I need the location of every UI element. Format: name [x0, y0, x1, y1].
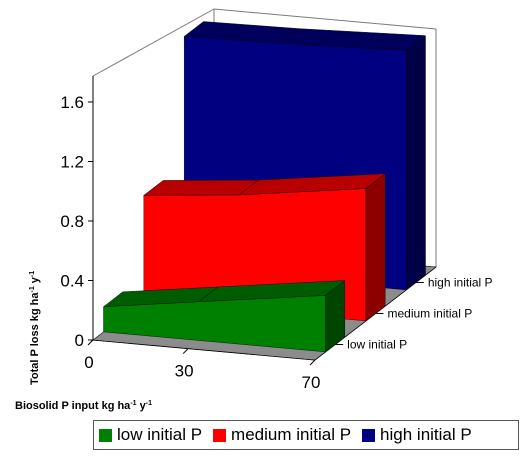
legend-item-high: high initial P: [362, 425, 472, 445]
y-tick-label: 1.2: [60, 153, 84, 172]
legend-label-medium: medium initial P: [231, 425, 352, 444]
depth-tick-label: high initial P: [428, 276, 493, 290]
y-tick-label: 1.6: [60, 93, 84, 112]
series-top-segment: [143, 179, 259, 196]
legend-item-low: low initial P: [99, 425, 202, 445]
depth-tick-label: low initial P: [347, 338, 407, 352]
y-tick-label: 0: [75, 331, 84, 350]
x-tick-mark: [182, 348, 189, 354]
series-ribbons: [102, 21, 427, 353]
series-end-face: [406, 35, 426, 291]
legend-swatch-low: [99, 428, 112, 442]
y-axis-ticks: 0 0.4 0.8 1.2 1.6: [60, 93, 93, 350]
chart-svg: 0 0.4 0.8 1.2 1.6 0 30 70 low initial P medium …: [15, 8, 493, 412]
x-tick-label: 70: [302, 373, 321, 392]
series-front-face: [103, 295, 326, 353]
x-tick-label: 0: [84, 353, 93, 372]
y-axis-label: Total P loss kg ha-1 y-1: [29, 271, 41, 385]
legend-swatch-medium: [213, 428, 227, 442]
x-tick-mark: [87, 339, 94, 346]
legend-item-medium: medium initial P: [213, 425, 351, 445]
x-tick-mark: [309, 359, 316, 366]
legend-swatch-high: [362, 428, 376, 442]
legend-label-low: low initial P: [117, 425, 203, 444]
legend: low initial P medium initial P high init…: [93, 420, 519, 450]
side-wall-top-edge: [92, 8, 215, 77]
series-end-face: [365, 173, 386, 322]
depth-tick-label: medium initial P: [388, 307, 473, 321]
x-axis-ticks: 0 30 70: [84, 339, 321, 392]
legend-label-high: high initial P: [380, 425, 472, 444]
back-wall-top-edge: [213, 8, 437, 30]
x-tick-label: 30: [175, 362, 194, 381]
y-tick-label: 0.4: [60, 272, 84, 291]
depth-axis-ticks: low initial P medium initial P high initia…: [335, 276, 493, 352]
y-tick-label: 0.8: [60, 212, 84, 231]
x-axis-label: Biosolid P input kg ha-1 y-1: [15, 400, 152, 412]
series-ribbon: [102, 280, 346, 353]
